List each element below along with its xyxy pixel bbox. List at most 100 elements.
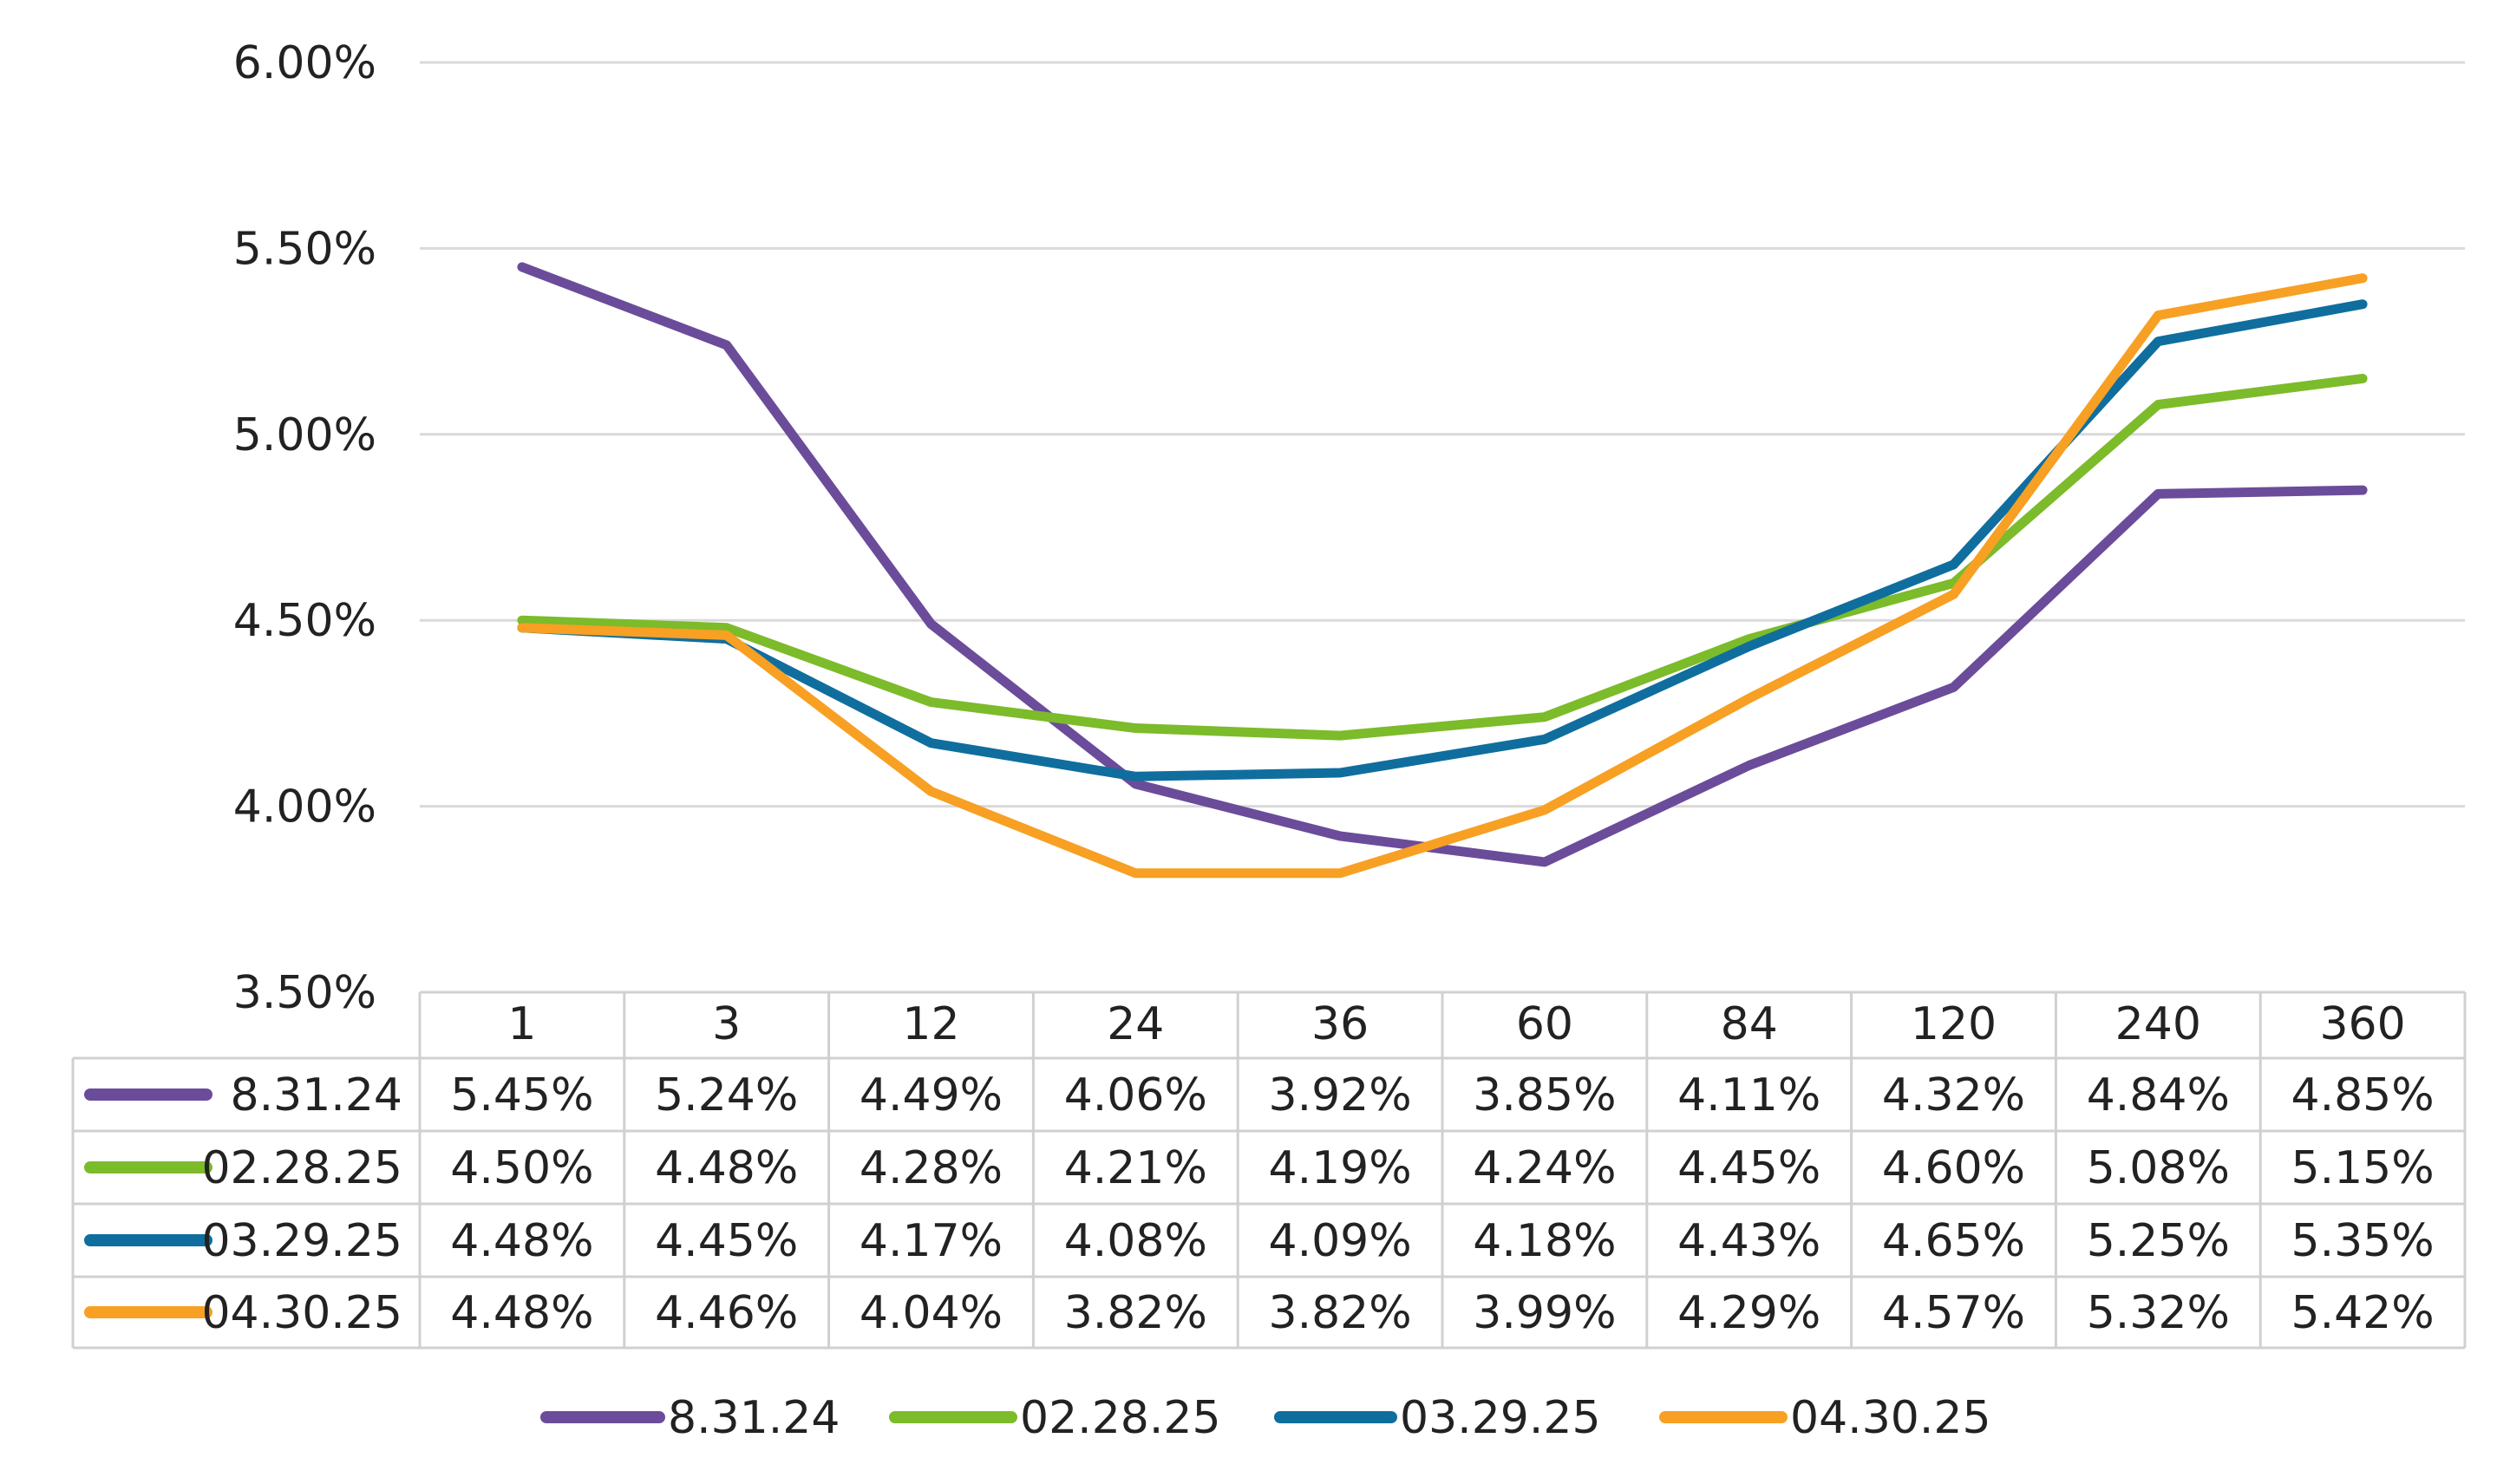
table-cell: 5.45% xyxy=(450,1069,593,1121)
table-cell: 4.45% xyxy=(1677,1142,1820,1194)
table-cell: 4.60% xyxy=(1882,1142,2025,1194)
table-cell: 4.43% xyxy=(1677,1215,1820,1267)
gridlines xyxy=(420,61,2465,808)
legend-label: 02.28.25 xyxy=(1020,1392,1221,1444)
series-line xyxy=(517,299,2368,781)
table-cell: 3.85% xyxy=(1473,1069,1616,1121)
table-cell: 4.48% xyxy=(655,1142,798,1194)
table-cell: 4.18% xyxy=(1473,1215,1616,1267)
data-point xyxy=(1134,775,1137,778)
data-point xyxy=(1339,735,1342,737)
data-point xyxy=(1134,872,1137,874)
legend: 8.31.24 02.28.25 03.29.25 04.30.25 xyxy=(540,1392,1991,1444)
table-cell: 4.45% xyxy=(655,1215,798,1267)
series-line xyxy=(517,273,2368,879)
data-point xyxy=(520,626,523,629)
data-point xyxy=(1339,772,1342,775)
table-cell: 4.65% xyxy=(1882,1215,2025,1267)
table-cell: 5.42% xyxy=(2291,1287,2434,1339)
x-tick-label: 84 xyxy=(1721,998,1778,1050)
data-point xyxy=(2362,303,2364,305)
x-tick-label: 24 xyxy=(1107,998,1164,1050)
data-point xyxy=(930,742,932,744)
series-lines xyxy=(517,262,2368,879)
table-cell: 3.82% xyxy=(1064,1287,1207,1339)
table-cell: 4.48% xyxy=(450,1287,593,1339)
table-cell: 4.04% xyxy=(860,1287,1003,1339)
data-point xyxy=(930,790,932,793)
data-point xyxy=(1134,727,1137,729)
table-cell: 4.09% xyxy=(1268,1215,1411,1267)
x-tick-label: 240 xyxy=(2115,998,2201,1050)
data-point xyxy=(725,626,728,629)
table-cell: 4.48% xyxy=(450,1215,593,1267)
table-cell: 4.57% xyxy=(1882,1287,2025,1339)
table-cell: 5.08% xyxy=(2087,1142,2230,1194)
x-tick-label: 1 xyxy=(507,998,536,1050)
table-cell: 4.21% xyxy=(1064,1142,1207,1194)
data-point xyxy=(2157,403,2160,406)
data-point xyxy=(1543,738,1546,741)
legend-label: 04.30.25 xyxy=(1790,1392,1991,1444)
data-point xyxy=(1748,637,1750,640)
table-cell: 5.24% xyxy=(655,1069,798,1121)
table-cell: 4.85% xyxy=(2291,1069,2434,1121)
data-point xyxy=(1748,645,1750,648)
x-tick-label: 360 xyxy=(2319,998,2405,1050)
data-point xyxy=(1134,782,1137,785)
data-point xyxy=(725,634,728,637)
data-point xyxy=(1543,808,1546,811)
data-point xyxy=(930,623,932,625)
x-tick-label: 36 xyxy=(1311,998,1369,1050)
y-tick-label: 5.50% xyxy=(233,223,376,275)
x-tick-label: 12 xyxy=(902,998,959,1050)
x-tick-label: 120 xyxy=(1911,998,1997,1050)
series-line xyxy=(517,373,2368,741)
data-point xyxy=(2362,377,2364,380)
series-line xyxy=(517,262,2368,867)
data-point xyxy=(520,265,523,268)
table-row-label: 02.28.25 xyxy=(201,1142,402,1194)
table-cell: 4.50% xyxy=(450,1142,593,1194)
data-table: 1 3 12 24 36 60 84 120 240 360 8.31.24 5.45% 5.24% 4.… xyxy=(71,990,2467,1350)
data-point xyxy=(2157,314,2160,317)
y-tick-label: 4.50% xyxy=(233,595,376,647)
table-row-label: 8.31.24 xyxy=(231,1069,402,1121)
data-point xyxy=(520,619,523,622)
table-cell: 5.15% xyxy=(2291,1142,2434,1194)
table-row-label: 03.29.25 xyxy=(201,1215,402,1267)
data-point xyxy=(2157,493,2160,495)
data-point xyxy=(1952,686,1955,689)
table-cell: 4.06% xyxy=(1064,1069,1207,1121)
data-point xyxy=(1748,697,1750,700)
data-point xyxy=(1952,582,1955,585)
data-point xyxy=(1952,593,1955,596)
table-cell: 4.32% xyxy=(1882,1069,2025,1121)
table-cell: 3.92% xyxy=(1268,1069,1411,1121)
x-tick-label: 3 xyxy=(712,998,741,1050)
data-point xyxy=(2362,277,2364,279)
y-tick-label: 6.00% xyxy=(233,37,376,89)
data-point xyxy=(2157,340,2160,343)
data-point xyxy=(2362,489,2364,492)
x-tick-label: 60 xyxy=(1516,998,1573,1050)
table-cell: 4.24% xyxy=(1473,1142,1616,1194)
table-cell: 5.35% xyxy=(2291,1215,2434,1267)
data-point xyxy=(1339,834,1342,837)
data-point xyxy=(1543,716,1546,718)
y-axis: 3.50% 4.00% 4.50% 5.00% 5.50% 6.00% xyxy=(233,37,376,1019)
y-tick-label: 3.50% xyxy=(233,967,376,1019)
table-cell: 4.49% xyxy=(860,1069,1003,1121)
data-point xyxy=(1952,563,1955,565)
table-cell: 3.99% xyxy=(1473,1287,1616,1339)
y-tick-label: 4.00% xyxy=(233,781,376,834)
table-cell: 3.82% xyxy=(1268,1287,1411,1339)
table-cell: 4.84% xyxy=(2087,1069,2230,1121)
table-cell: 4.17% xyxy=(860,1215,1003,1267)
y-tick-label: 5.00% xyxy=(233,409,376,461)
table-row-label: 04.30.25 xyxy=(201,1287,402,1339)
table-cell: 4.28% xyxy=(860,1142,1003,1194)
data-point xyxy=(1543,860,1546,863)
table-cell: 4.08% xyxy=(1064,1215,1207,1267)
